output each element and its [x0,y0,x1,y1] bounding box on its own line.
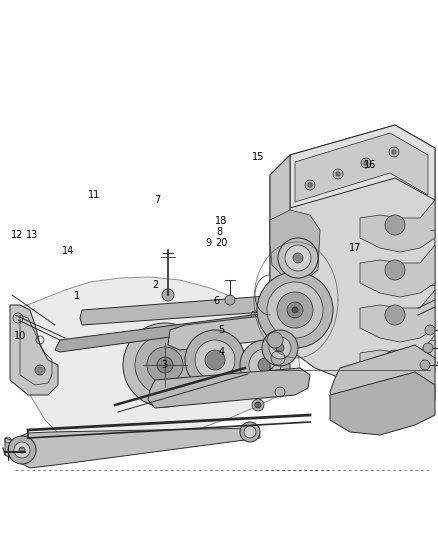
Text: 8: 8 [216,227,222,237]
Circle shape [385,215,405,235]
Circle shape [293,253,303,263]
Polygon shape [80,295,295,325]
Circle shape [277,292,313,328]
Circle shape [267,332,283,348]
Circle shape [35,365,45,375]
Text: 10: 10 [14,331,26,341]
Circle shape [135,335,195,395]
Circle shape [157,357,173,373]
Polygon shape [168,315,285,350]
Circle shape [205,350,225,370]
Circle shape [195,340,235,380]
Text: 7: 7 [155,195,161,205]
Text: 13: 13 [26,230,38,239]
Text: 20: 20 [215,238,227,247]
Polygon shape [360,200,435,252]
Polygon shape [360,290,435,342]
Circle shape [269,337,291,359]
Circle shape [336,172,340,176]
Circle shape [423,343,433,353]
Circle shape [225,295,235,305]
Circle shape [258,358,272,372]
Polygon shape [270,125,435,390]
Text: 4: 4 [218,347,224,357]
Circle shape [8,436,36,464]
Circle shape [305,180,315,190]
Circle shape [361,158,371,168]
Circle shape [257,272,333,348]
Circle shape [262,330,298,366]
Polygon shape [55,310,295,352]
Text: 5: 5 [218,326,224,335]
Text: 17: 17 [349,243,361,253]
Circle shape [240,340,290,390]
Circle shape [244,426,256,438]
Circle shape [292,307,298,313]
Text: 6: 6 [214,296,220,306]
Polygon shape [148,368,310,408]
Circle shape [364,161,368,165]
Polygon shape [270,155,290,370]
Text: 18: 18 [215,216,227,226]
Circle shape [240,422,260,442]
Polygon shape [10,305,58,395]
Circle shape [252,399,264,411]
Polygon shape [330,345,435,418]
Circle shape [425,325,435,335]
Text: 16: 16 [364,160,376,170]
Circle shape [392,150,396,154]
Text: 2: 2 [152,280,159,290]
Text: 12: 12 [11,230,23,239]
Circle shape [420,360,430,370]
Circle shape [299,346,311,358]
Polygon shape [5,428,260,468]
Polygon shape [290,125,435,208]
Polygon shape [360,335,435,387]
Polygon shape [270,210,320,280]
Circle shape [147,347,183,383]
Circle shape [276,344,284,352]
Circle shape [385,260,405,280]
Circle shape [267,282,323,338]
Circle shape [255,402,261,408]
Text: 15: 15 [252,152,265,162]
Circle shape [385,305,405,325]
Polygon shape [295,133,428,202]
Circle shape [14,442,30,458]
Text: 11: 11 [88,190,100,199]
Circle shape [249,349,281,381]
Circle shape [278,238,318,278]
Polygon shape [330,372,435,435]
Circle shape [185,330,245,390]
Circle shape [285,245,311,271]
Polygon shape [360,245,435,297]
Circle shape [123,323,207,407]
Text: 3: 3 [161,360,167,370]
Polygon shape [10,277,300,445]
Text: 9: 9 [205,238,211,247]
Circle shape [389,147,399,157]
Circle shape [287,302,303,318]
Circle shape [162,289,174,301]
Circle shape [308,183,312,187]
Circle shape [333,169,343,179]
Text: 14: 14 [62,246,74,255]
Text: 1: 1 [74,291,80,301]
Circle shape [19,447,25,453]
Circle shape [385,350,405,370]
